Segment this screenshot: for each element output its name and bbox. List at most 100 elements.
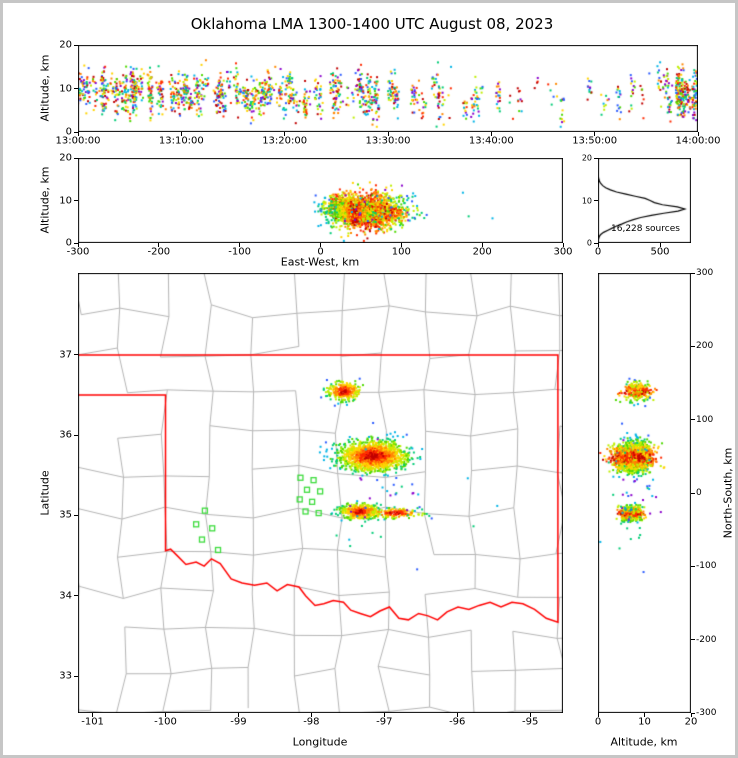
tick-mark bbox=[320, 243, 321, 247]
tick-label: -101 bbox=[81, 716, 104, 728]
tick-label: 33 bbox=[59, 670, 72, 682]
tick-mark bbox=[690, 713, 692, 717]
tick-mark bbox=[74, 434, 78, 436]
tick-label: -99 bbox=[230, 716, 247, 728]
tick-label: -96 bbox=[449, 716, 466, 728]
eastwest-altitude-panel bbox=[78, 158, 563, 243]
map-x-axis-label: Longitude bbox=[292, 735, 348, 749]
tick-mark bbox=[165, 713, 167, 717]
tick-label: 13:40:00 bbox=[468, 135, 514, 147]
ns-panel-y-axis-label: North-South, km bbox=[721, 447, 735, 539]
tick-mark bbox=[691, 565, 695, 567]
tick-mark bbox=[74, 354, 78, 356]
tick-label: 0 bbox=[65, 237, 72, 249]
tick-label: 36 bbox=[59, 429, 72, 441]
map-y-axis-label: Latitude bbox=[38, 470, 52, 516]
tick-mark bbox=[158, 243, 160, 247]
tick-mark bbox=[92, 713, 94, 717]
tick-mark bbox=[400, 243, 402, 247]
tick-mark bbox=[74, 131, 78, 133]
tick-label: 35 bbox=[59, 509, 72, 521]
tick-mark bbox=[383, 713, 385, 717]
tick-mark bbox=[659, 243, 661, 247]
tick-label: 0 bbox=[317, 246, 324, 258]
tick-mark bbox=[74, 44, 78, 46]
tick-mark bbox=[691, 272, 695, 274]
tick-label: -98 bbox=[303, 716, 320, 728]
time-altitude-canvas bbox=[78, 45, 698, 132]
tick-label: -300 bbox=[66, 246, 90, 258]
tick-label: 20 bbox=[59, 152, 72, 164]
tick-label: 13:20:00 bbox=[262, 135, 308, 147]
map-panel bbox=[78, 273, 563, 713]
tick-mark bbox=[529, 713, 531, 717]
tick-label: 300 bbox=[553, 246, 573, 258]
tick-mark bbox=[597, 713, 599, 717]
tick-mark bbox=[691, 639, 695, 641]
altitude-histogram-canvas bbox=[598, 158, 691, 243]
tick-label: 13:30:00 bbox=[365, 135, 411, 147]
tick-label: 10 bbox=[638, 716, 651, 728]
ns-panel-x-axis-label: Altitude, km bbox=[610, 735, 678, 749]
altitude-histogram-panel bbox=[598, 158, 691, 243]
ew-panel-y-axis-label: Altitude, km bbox=[38, 166, 52, 234]
tick-mark bbox=[387, 132, 389, 136]
tick-label: 13:00:00 bbox=[55, 135, 101, 147]
tick-label: 0 bbox=[65, 126, 72, 138]
tick-mark bbox=[74, 242, 78, 244]
tick-label: 20 bbox=[581, 153, 592, 163]
eastwest-altitude-canvas bbox=[78, 158, 563, 243]
tick-label: 10 bbox=[59, 195, 72, 206]
tick-label: 200 bbox=[472, 246, 492, 258]
tick-mark bbox=[594, 157, 598, 159]
tick-label: 13:10:00 bbox=[158, 135, 204, 147]
tick-label: 0 bbox=[594, 716, 602, 728]
tick-mark bbox=[481, 243, 483, 247]
tick-mark bbox=[597, 243, 599, 247]
tick-mark bbox=[237, 713, 239, 717]
tick-mark bbox=[74, 200, 78, 201]
tick-mark bbox=[456, 713, 458, 717]
tick-mark bbox=[74, 157, 78, 159]
tick-label: -100 bbox=[154, 716, 177, 728]
tick-mark bbox=[644, 713, 645, 717]
northsouth-altitude-canvas bbox=[598, 273, 691, 713]
tick-mark bbox=[74, 514, 78, 516]
tick-mark bbox=[77, 243, 79, 247]
tick-mark bbox=[180, 132, 182, 136]
tick-mark bbox=[310, 713, 312, 717]
tick-label: 34 bbox=[59, 590, 72, 602]
tick-label: 0 bbox=[594, 246, 602, 258]
tick-label: 200 bbox=[696, 341, 714, 352]
tick-mark bbox=[697, 132, 699, 136]
tick-label: 13:50:00 bbox=[572, 135, 618, 147]
tick-label: -200 bbox=[147, 246, 171, 258]
tick-label: -97 bbox=[376, 716, 393, 728]
tick-mark bbox=[77, 132, 79, 136]
tick-label: -300 bbox=[696, 708, 717, 718]
ew-panel-x-axis-label: East-West, km bbox=[280, 255, 360, 269]
tick-label: 100 bbox=[696, 414, 714, 425]
tick-mark bbox=[74, 595, 78, 597]
tick-label: 0 bbox=[586, 238, 592, 248]
tick-label: 37 bbox=[59, 349, 72, 361]
tick-mark bbox=[490, 132, 492, 136]
tick-label: 20 bbox=[59, 39, 72, 51]
tick-mark bbox=[74, 675, 78, 677]
tick-label: 10 bbox=[581, 196, 592, 205]
tick-mark bbox=[284, 132, 286, 136]
tick-label: -95 bbox=[522, 716, 539, 728]
tick-mark bbox=[594, 242, 598, 244]
tick-mark bbox=[691, 345, 695, 347]
tick-label: -100 bbox=[696, 561, 717, 572]
tick-mark bbox=[74, 88, 78, 89]
tick-mark bbox=[691, 712, 695, 714]
tick-mark bbox=[691, 492, 695, 494]
tick-mark bbox=[594, 200, 598, 201]
tick-mark bbox=[691, 419, 695, 421]
tick-label: 14:00:00 bbox=[675, 135, 721, 147]
tick-label: 300 bbox=[696, 268, 714, 278]
northsouth-altitude-panel bbox=[598, 273, 691, 713]
time-altitude-panel bbox=[78, 45, 698, 132]
